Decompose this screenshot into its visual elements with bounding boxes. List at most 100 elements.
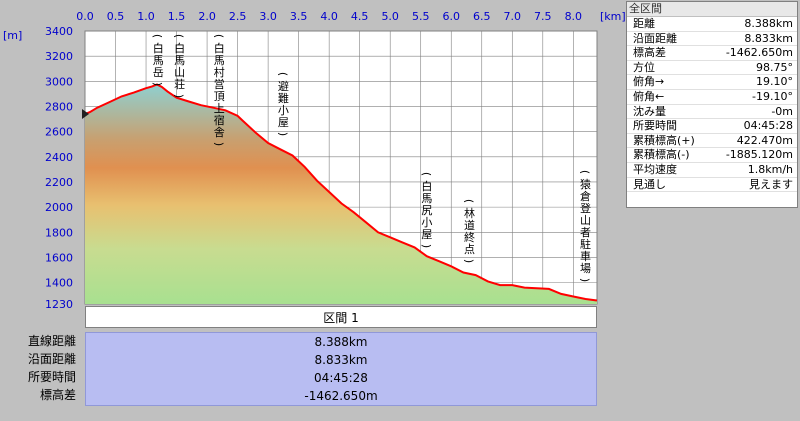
summary-labels: 直線距離 沿面距離 所要時間 標高差	[0, 332, 82, 404]
info-row: 距離 8.388km	[627, 17, 797, 32]
info-value: -19.10°	[752, 89, 793, 103]
waypoint-char: (	[579, 170, 592, 174]
waypoint-char: )	[212, 142, 225, 146]
y-tick-label: 2800	[45, 100, 73, 113]
summary-label: 沿面距離	[27, 352, 76, 366]
waypoint-char: 屋	[421, 228, 432, 241]
waypoint-char: 馬	[153, 54, 164, 67]
info-row: 俯角← -19.10°	[627, 90, 797, 105]
waypoint-char: 荘	[174, 78, 185, 91]
info-value: 8.833km	[744, 31, 793, 45]
waypoint-char: 登	[580, 201, 591, 215]
info-label: 俯角→	[633, 75, 665, 89]
y-tick-label: 1800	[45, 226, 73, 239]
x-tick-label: 4.5	[351, 10, 369, 23]
info-value: 19.10°	[756, 75, 793, 89]
info-value: 98.75°	[756, 60, 793, 74]
waypoint-char: 上	[214, 102, 225, 115]
x-tick-label: 3.5	[290, 10, 308, 23]
x-tick-label: 7.0	[504, 10, 522, 23]
info-label: 俯角←	[633, 89, 665, 103]
section-header[interactable]: 区間 1	[85, 306, 597, 328]
summary-label: 直線距離	[27, 334, 76, 348]
waypoint-char: )	[463, 259, 476, 263]
x-tick-label: 1.5	[168, 10, 186, 23]
info-label: 見通し	[633, 177, 666, 191]
x-tick-label: 0.0	[76, 10, 94, 23]
y-tick-label: 2000	[45, 201, 73, 214]
waypoint-char: (	[463, 199, 476, 203]
y-tick-label: 1400	[45, 277, 73, 290]
x-tick-label: 7.5	[534, 10, 552, 23]
x-tick-label: 8.0	[565, 10, 583, 23]
info-row: 累積標高(-) -1885.120m	[627, 148, 797, 163]
x-tick-label: 0.5	[107, 10, 125, 23]
info-label: 標高差	[633, 46, 666, 60]
x-tick-label: 5.0	[381, 10, 399, 23]
info-label: 所要時間	[633, 119, 677, 133]
x-tick-label: 4.0	[320, 10, 338, 23]
waypoint-char: 村	[214, 65, 225, 79]
info-row: 所要時間 04:45:28	[627, 119, 797, 134]
y-tick-label: 3000	[45, 75, 73, 88]
info-value: 04:45:28	[743, 119, 793, 133]
waypoint-char: 避	[278, 79, 289, 93]
waypoint-char: 終	[464, 230, 475, 244]
waypoint-char: 岳	[153, 66, 164, 79]
info-label: 平均速度	[633, 162, 677, 176]
info-row: 平均速度 1.8km/h	[627, 163, 797, 178]
info-value: -1885.120m	[725, 148, 793, 162]
info-label: 方位	[633, 60, 655, 74]
waypoint-char: 馬	[214, 54, 225, 67]
waypoint-char: 馬	[421, 192, 432, 205]
y-tick-label: 2400	[45, 151, 73, 164]
summary-value: 8.388km	[314, 335, 368, 349]
waypoint-char: 馬	[174, 54, 185, 67]
waypoint-char: (	[276, 72, 289, 76]
waypoint-char: 小	[421, 216, 432, 229]
x-tick-label: 2.0	[198, 10, 216, 23]
info-panel: 全区間 距離 8.388km 沿面距離 8.833km 標高差 -1462.650m 方位 9…	[626, 1, 798, 208]
waypoint-label: (白馬岳)白馬岳	[151, 34, 164, 86]
info-label: 累積標高(+)	[633, 133, 695, 147]
waypoint-char: 林	[464, 206, 475, 220]
elevation-area	[85, 84, 597, 304]
waypoint-char: )	[151, 82, 164, 86]
waypoint-char: 駐	[580, 237, 591, 251]
info-row: 見通し 見えます	[627, 178, 797, 193]
info-value: -0m	[771, 104, 793, 118]
x-tick-label: 6.0	[442, 10, 460, 23]
waypoint-char: 頂	[214, 90, 225, 103]
start-marker-shape	[82, 109, 89, 120]
waypoint-char: (	[212, 34, 225, 38]
waypoint-char: 倉	[580, 189, 591, 203]
waypoint-char: 山	[174, 66, 185, 79]
y-tick-label: 3400	[45, 25, 73, 38]
waypoint-char: 白	[174, 41, 185, 55]
summary-label: 所要時間	[27, 370, 76, 384]
summary-values: 8.388km 8.833km 04:45:28 -1462.650m	[85, 332, 597, 406]
info-label: 沈み量	[633, 104, 666, 118]
waypoint-char: 車	[580, 249, 591, 263]
waypoint-char: 白	[153, 41, 164, 55]
y-tick-label: 2200	[45, 176, 73, 189]
waypoint-char: 宿	[214, 113, 225, 127]
summary-value: -1462.650m	[304, 389, 378, 403]
y-axis: 3400 3200 3000 2800 2600 2400 2200 2000 1800 1600…	[45, 25, 73, 311]
waypoint-char: 者	[580, 226, 591, 239]
info-panel-title: 全区間	[627, 2, 797, 17]
info-row: 累積標高(+) 422.470m	[627, 134, 797, 149]
x-tick-label: 6.5	[473, 10, 491, 23]
x-tick-label: 3.0	[259, 10, 277, 23]
waypoint-char: )	[173, 94, 186, 98]
waypoint-char: )	[276, 132, 289, 136]
info-label: 沿面距離	[633, 31, 677, 45]
y-tick-label: 1600	[45, 251, 73, 264]
waypoint-char: 難	[278, 92, 289, 105]
x-axis-unit: [km]	[600, 10, 626, 23]
